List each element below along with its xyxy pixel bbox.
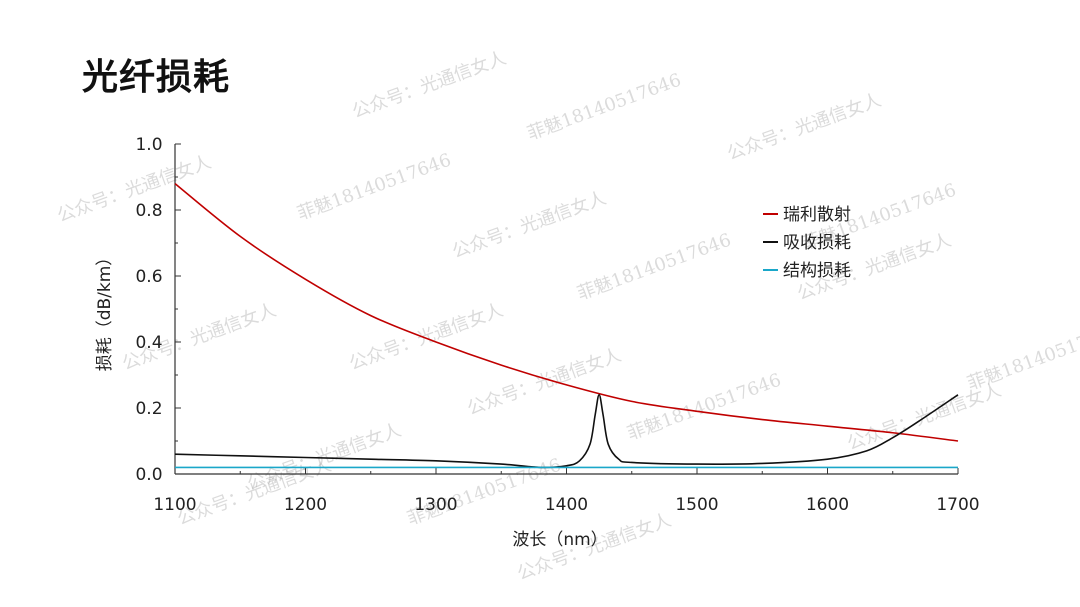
y-tick-label: 0.2 (135, 399, 162, 419)
y-tick-label: 0.0 (135, 465, 162, 485)
watermark-text: 菲魅18140517646 (405, 455, 564, 530)
legend-label: 结构损耗 (783, 261, 851, 281)
x-tick-label: 1500 (675, 495, 718, 515)
x-tick-label: 1700 (936, 495, 979, 515)
watermark-text: 菲魅18140517646 (575, 230, 734, 305)
x-tick-label: 1400 (545, 495, 588, 515)
x-tick-label: 1600 (806, 495, 849, 515)
x-axis-label: 波长（nm） (512, 530, 607, 550)
watermark-text: 公众号：光通信女人 (55, 152, 214, 227)
y-tick-label: 0.6 (135, 267, 162, 287)
y-axis-label: 损耗（dB/km） (95, 249, 115, 372)
axes: 0.0 0.2 0.4 0.6 0.8 1.0 1100 1200 1300 1400 1500 16… (135, 135, 979, 515)
legend-label: 瑞利散射 (783, 205, 851, 225)
series-line-1 (174, 393, 959, 469)
watermark-text: 公众号：光通信女人 (347, 300, 506, 375)
watermark-text: 菲魅18140517646 (525, 70, 684, 145)
watermark-text: 菲魅18140517646 (295, 150, 454, 225)
x-tick-label: 1100 (153, 495, 196, 515)
watermark-text: 菲魅18140517646 (965, 320, 1080, 395)
series-line-0 (174, 182, 959, 442)
watermark-text: 公众号：光通信女人 (450, 188, 609, 263)
y-tick-label: 1.0 (135, 135, 162, 155)
legend-label: 吸收损耗 (783, 233, 851, 253)
slide-title: 光纤损耗 (82, 57, 231, 98)
y-tick-label: 0.4 (135, 333, 162, 353)
x-tick-label: 1300 (414, 495, 457, 515)
watermark-text: 公众号：光通信女人 (465, 345, 624, 420)
y-tick-label: 0.8 (135, 201, 162, 221)
watermark-text: 菲魅18140517646 (625, 370, 784, 445)
watermark-text: 公众号：光通信女人 (350, 48, 509, 123)
x-tick-label: 1200 (284, 495, 327, 515)
series-layer (174, 182, 959, 469)
watermark-text: 公众号：光通信女人 (725, 90, 884, 165)
